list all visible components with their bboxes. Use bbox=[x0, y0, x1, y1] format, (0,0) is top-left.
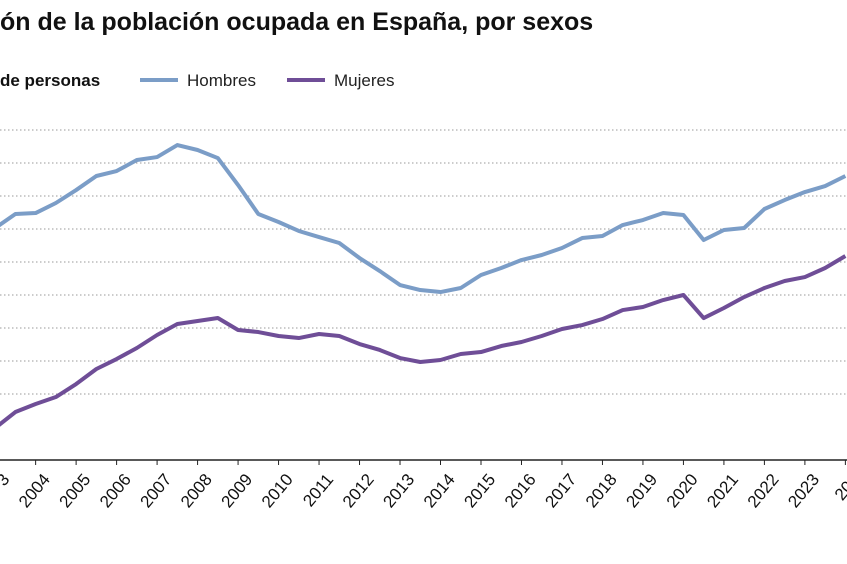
x-tick-label: 2019 bbox=[622, 470, 661, 511]
x-tick-label: 2011 bbox=[299, 470, 337, 510]
x-tick-label: 3 bbox=[0, 470, 13, 489]
x-tick-label: 2022 bbox=[744, 470, 783, 511]
x-tick-label: 2015 bbox=[460, 470, 499, 511]
plot-area bbox=[0, 143, 847, 427]
series-line bbox=[0, 143, 847, 295]
x-tick-label: 2013 bbox=[379, 470, 418, 511]
x-tick-label: 2006 bbox=[96, 470, 135, 511]
grid bbox=[0, 129, 847, 395]
x-axis: 3 2004 2005 2006 2007 2008 2009 2010 2011 2012 201… bbox=[0, 459, 847, 511]
legend-label: Mujeres bbox=[334, 71, 394, 90]
x-tick-label: 2008 bbox=[177, 470, 216, 511]
x-tick-label: 202 bbox=[831, 470, 847, 504]
legend: Hombres Mujeres bbox=[140, 71, 394, 90]
legend-label: Hombres bbox=[187, 71, 256, 90]
series-line bbox=[0, 254, 847, 427]
x-tick-label: 2023 bbox=[784, 470, 823, 511]
x-tick-label: 2018 bbox=[582, 470, 621, 511]
x-tick-label: 2016 bbox=[501, 470, 540, 511]
y-axis-label: de personas bbox=[0, 71, 100, 90]
x-tick-label: 2005 bbox=[56, 470, 95, 511]
x-tick-label: 2004 bbox=[15, 470, 54, 511]
chart-title: ón de la población ocupada en España, po… bbox=[0, 8, 593, 36]
x-tick-label: 2012 bbox=[339, 470, 378, 511]
x-tick-label: 2017 bbox=[541, 470, 580, 511]
x-tick-label: 2010 bbox=[258, 470, 297, 511]
x-tick-label: 2007 bbox=[136, 470, 175, 511]
x-tick-label: 2021 bbox=[703, 470, 742, 511]
x-tick-label: 2020 bbox=[663, 470, 702, 511]
x-tick-label: 2009 bbox=[217, 470, 256, 511]
x-tick-label: 2014 bbox=[420, 470, 459, 511]
